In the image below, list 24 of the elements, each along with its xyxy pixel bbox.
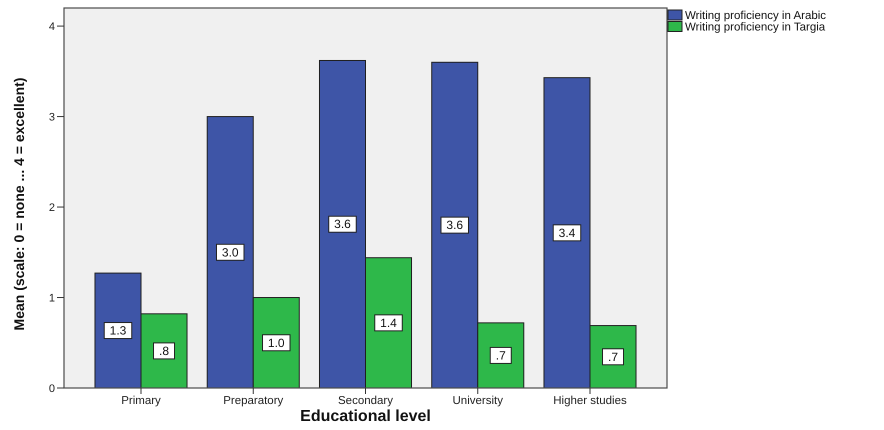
x-tick-label: Preparatory [223,395,284,407]
x-tick-label: Primary [121,395,162,407]
y-tick-label: 2 [48,202,55,214]
data-label: 3.0 [222,245,239,260]
data-label: 3.6 [334,217,352,232]
y-tick-label: 4 [48,21,55,34]
data-label: .8 [159,344,170,358]
data-label: 1.3 [110,324,127,338]
x-tick-label: University [452,395,504,407]
x-tick-label: Secondary [338,395,394,407]
y-tick-label: 0 [48,383,55,395]
data-label: .7 [496,348,506,362]
data-label: 3.4 [558,226,576,240]
data-label: .7 [608,350,618,364]
x-tick-label: Higher studies [553,395,627,407]
data-label: 3.6 [446,218,464,232]
x-axis-title: Educational level [300,408,431,425]
y-axis-title: Mean (scale: 0 = none ... 4 = excellent) [11,78,27,330]
data-label: 1.0 [268,336,285,350]
legend-label: Writing proficiency in Targia [685,22,826,34]
y-tick-label: 1 [48,292,55,305]
y-tick-label: 3 [48,112,55,124]
data-label: 1.4 [380,316,398,330]
legend-label: Writing proficiency in Arabic [685,10,826,22]
